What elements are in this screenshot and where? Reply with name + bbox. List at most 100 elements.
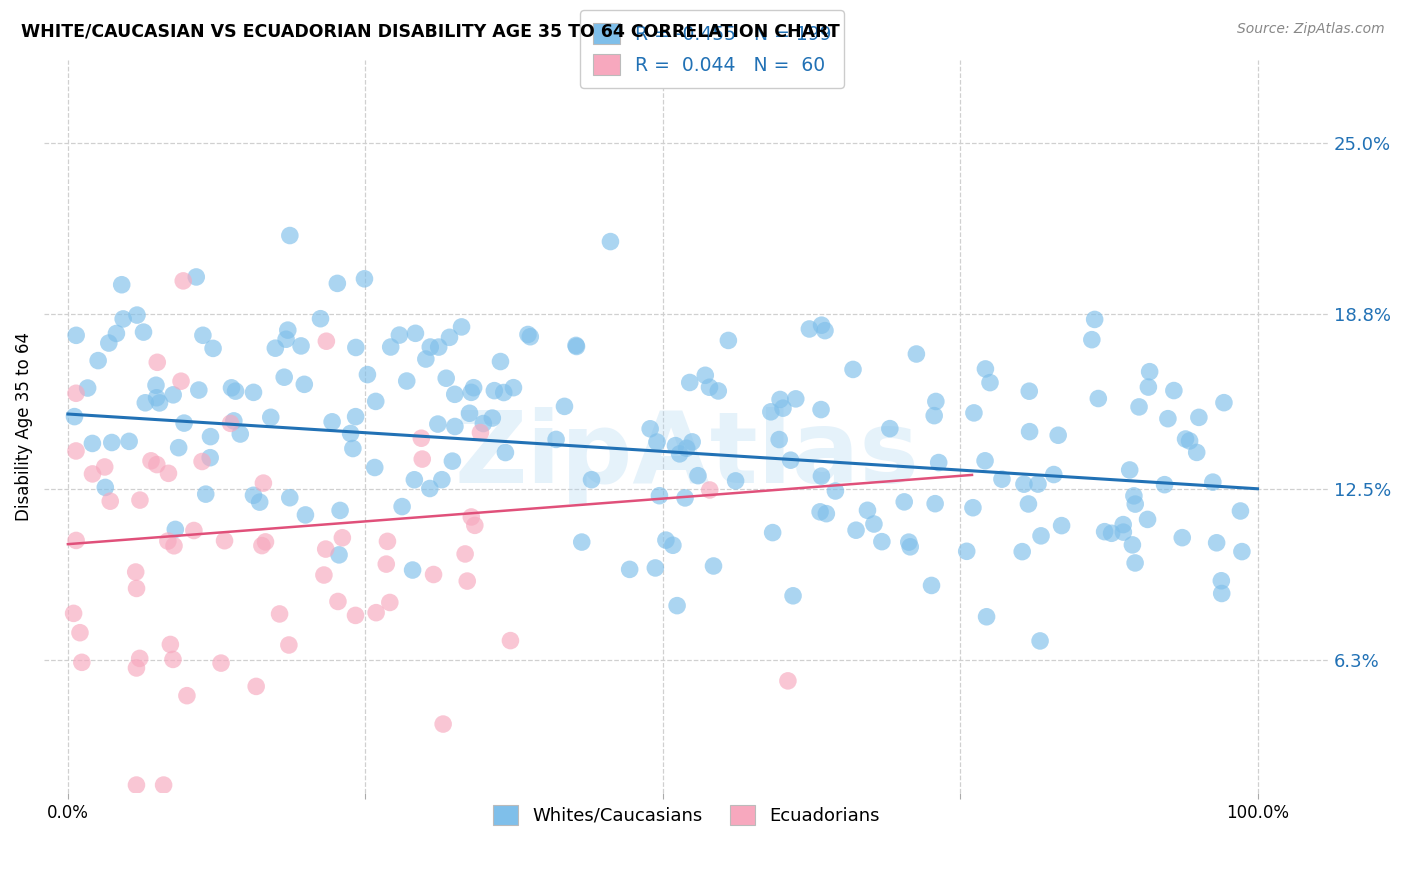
- Point: [648, 489, 671, 503]
- Point: [162, 388, 184, 402]
- Point: [326, 277, 349, 291]
- Point: [411, 452, 433, 467]
- Point: [974, 454, 997, 468]
- Point: [388, 328, 411, 343]
- Point: [799, 322, 821, 336]
- Point: [97, 336, 120, 351]
- Point: [1205, 536, 1227, 550]
- Point: [1122, 489, 1144, 503]
- Point: [707, 384, 730, 398]
- Point: [779, 453, 801, 467]
- Point: [65, 386, 87, 401]
- Point: [956, 544, 979, 558]
- Point: [273, 370, 295, 384]
- Point: [148, 396, 170, 410]
- Point: [1123, 497, 1146, 511]
- Point: [404, 473, 426, 487]
- Y-axis label: Disability Age 35 to 64: Disability Age 35 to 64: [15, 332, 32, 521]
- Point: [1112, 525, 1135, 540]
- Point: [699, 380, 721, 394]
- Point: [571, 535, 593, 549]
- Point: [769, 392, 792, 407]
- Point: [675, 442, 697, 456]
- Point: [464, 518, 486, 533]
- Point: [252, 476, 274, 491]
- Point: [125, 565, 148, 579]
- Point: [463, 381, 485, 395]
- Point: [219, 417, 242, 431]
- Point: [1163, 384, 1185, 398]
- Point: [326, 594, 349, 608]
- Point: [686, 468, 709, 483]
- Point: [856, 503, 879, 517]
- Point: [810, 318, 832, 333]
- Point: [254, 534, 277, 549]
- Point: [422, 567, 444, 582]
- Point: [229, 427, 252, 442]
- Point: [666, 599, 689, 613]
- Point: [221, 381, 243, 395]
- Point: [460, 385, 482, 400]
- Point: [863, 516, 886, 531]
- Point: [125, 308, 148, 322]
- Point: [434, 371, 457, 385]
- Point: [329, 503, 352, 517]
- Point: [62, 607, 84, 621]
- Point: [145, 391, 167, 405]
- Point: [82, 467, 104, 481]
- Point: [1211, 586, 1233, 600]
- Point: [842, 362, 865, 376]
- Point: [870, 534, 893, 549]
- Point: [125, 778, 148, 792]
- Point: [662, 538, 685, 552]
- Point: [187, 383, 209, 397]
- Point: [815, 507, 838, 521]
- Point: [163, 539, 186, 553]
- Point: [1188, 410, 1211, 425]
- Point: [198, 450, 221, 465]
- Point: [419, 482, 441, 496]
- Point: [439, 330, 461, 344]
- Point: [156, 534, 179, 549]
- Point: [481, 411, 503, 425]
- Point: [1202, 475, 1225, 490]
- Point: [925, 394, 948, 409]
- Point: [380, 340, 402, 354]
- Point: [976, 609, 998, 624]
- Point: [63, 409, 86, 424]
- Point: [922, 409, 945, 423]
- Point: [312, 568, 335, 582]
- Point: [404, 326, 426, 341]
- Point: [377, 534, 399, 549]
- Point: [344, 409, 367, 424]
- Point: [762, 525, 785, 540]
- Point: [342, 442, 364, 456]
- Point: [245, 680, 267, 694]
- Point: [898, 540, 921, 554]
- Point: [1087, 392, 1109, 406]
- Point: [668, 447, 690, 461]
- Point: [1118, 463, 1140, 477]
- Point: [519, 330, 541, 344]
- Point: [695, 368, 717, 383]
- Point: [638, 422, 661, 436]
- Point: [1011, 544, 1033, 558]
- Point: [1121, 538, 1143, 552]
- Point: [494, 445, 516, 459]
- Point: [134, 396, 156, 410]
- Text: ZipAtlas: ZipAtlas: [454, 408, 920, 504]
- Point: [176, 689, 198, 703]
- Point: [1157, 411, 1180, 425]
- Point: [70, 656, 93, 670]
- Point: [814, 324, 837, 338]
- Point: [1012, 477, 1035, 491]
- Point: [132, 325, 155, 339]
- Point: [673, 491, 696, 505]
- Point: [702, 559, 724, 574]
- Point: [242, 488, 264, 502]
- Point: [581, 473, 603, 487]
- Point: [599, 235, 621, 249]
- Point: [82, 436, 104, 450]
- Point: [810, 469, 832, 483]
- Point: [277, 323, 299, 337]
